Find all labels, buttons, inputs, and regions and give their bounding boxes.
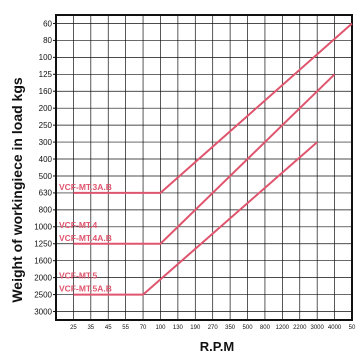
x-tick-label: 350 (225, 325, 236, 331)
y-tick-label: 400 (39, 155, 53, 164)
series-label: VCF-MT.4A.B (59, 233, 112, 243)
y-tick-label: 125 (39, 70, 53, 79)
series-line (73, 22, 353, 194)
x-tick-label: 50 (349, 325, 356, 331)
x-tick-label: 45 (105, 325, 112, 331)
y-tick-label: 1250 (34, 240, 52, 249)
plot-frame (55, 14, 353, 321)
x-tick-label: 190 (190, 325, 201, 331)
y-tick-label: 250 (39, 121, 53, 130)
x-tick-label: 35 (87, 325, 94, 331)
y-tick-label: 1600 (34, 256, 52, 265)
x-tick-label: 100 (155, 325, 166, 331)
y-tick-label: 2500 (34, 290, 52, 299)
x-tick-label: 800 (260, 325, 271, 331)
x-tick-label: 2200 (293, 325, 307, 331)
series-label: VCF-MT.5 (59, 271, 98, 281)
y-tick-label: 2000 (34, 273, 52, 282)
y-tick-label: 200 (39, 104, 53, 113)
series-label: VCF-MT.5A.B (59, 284, 112, 294)
x-tick-label: 25 (70, 325, 77, 331)
series-line (73, 73, 336, 245)
y-tick-label: 630 (39, 189, 53, 198)
y-tick-label: 500 (39, 172, 53, 181)
y-tick-label: 1000 (34, 223, 52, 232)
y-axis-label: Weight of workingiece in load kgs (9, 77, 25, 303)
x-tick-label: 55 (122, 325, 129, 331)
x-tick-label: 3000 (310, 325, 324, 331)
x-tick-label: 130 (173, 325, 184, 331)
x-tick-label: 500 (243, 325, 254, 331)
y-tick-label: 160 (39, 87, 53, 96)
y-tick-label: 100 (39, 53, 53, 62)
x-tick-label: 1200 (276, 325, 290, 331)
x-tick-label: 70 (140, 325, 147, 331)
series-label: VCF-MT.3A.B (59, 182, 112, 192)
y-tick-label: 80 (43, 36, 52, 45)
x-tick-label: 270 (208, 325, 219, 331)
y-tick-label: 300 (39, 138, 53, 147)
series-line (73, 141, 318, 296)
y-tick-label: 60 (43, 19, 52, 28)
series-label: VCF-MT.4 (59, 220, 98, 230)
y-tick-label: 800 (39, 206, 53, 215)
x-tick-label: 4000 (328, 325, 342, 331)
y-tick-label: 3000 (34, 307, 52, 316)
x-axis-label: R.P.M (200, 339, 234, 354)
